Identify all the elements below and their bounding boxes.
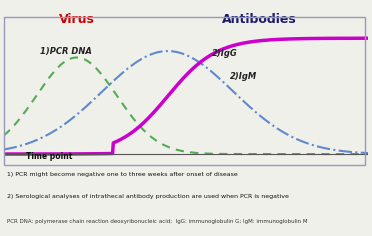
- Text: Antibodies: Antibodies: [222, 13, 296, 26]
- Text: 1) PCR might become negative one to three weeks after onset of disease: 1) PCR might become negative one to thre…: [7, 172, 238, 177]
- Text: 1)PCR DNA: 1)PCR DNA: [40, 47, 92, 56]
- Text: 2) Serological analyses of intrathecal antibody production are used when PCR is : 2) Serological analyses of intrathecal a…: [7, 194, 289, 198]
- Text: 2)IgM: 2)IgM: [230, 72, 257, 81]
- Text: PCR DNA: polymerase chain reaction deoxyribonucleic acid;  IgG: immunoglobulin G: PCR DNA: polymerase chain reaction deoxy…: [7, 219, 308, 224]
- Text: Time point: Time point: [26, 152, 72, 161]
- Text: 2)IgG: 2)IgG: [212, 49, 237, 58]
- Text: Virus: Virus: [59, 13, 94, 26]
